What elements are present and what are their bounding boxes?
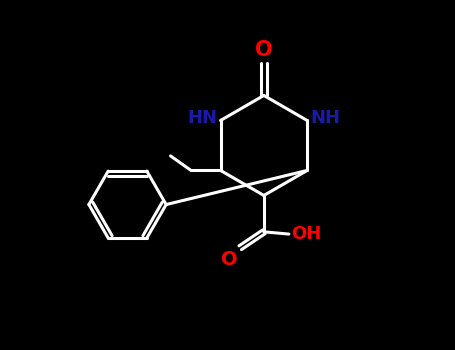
Text: NH: NH [311,109,341,127]
Text: O: O [255,40,273,60]
Text: OH: OH [291,225,321,243]
Text: HN: HN [187,109,217,127]
Text: O: O [221,250,238,269]
